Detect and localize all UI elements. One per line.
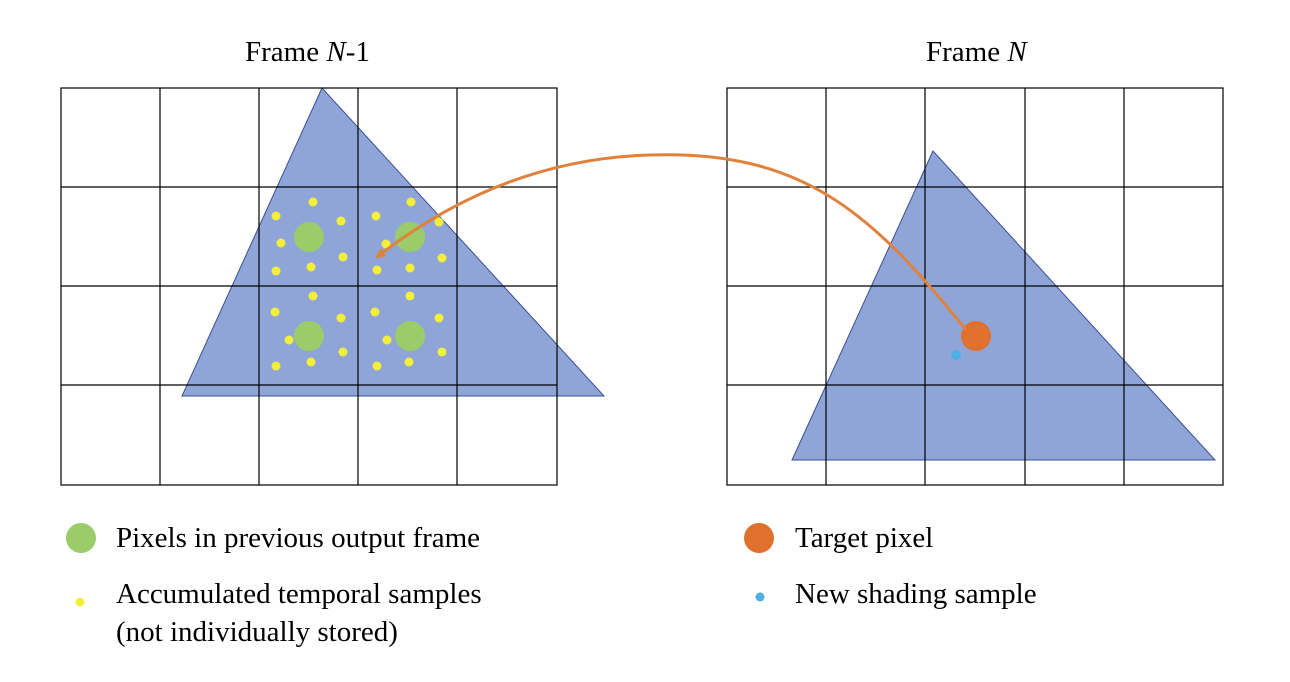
temporal-sample <box>284 335 294 345</box>
temporal-sample <box>271 211 281 221</box>
legend-target-marker <box>744 523 774 553</box>
pixel-grid-previous <box>60 87 558 486</box>
temporal-sample <box>381 239 391 249</box>
temporal-sample <box>406 197 416 207</box>
triangle-previous <box>181 87 606 397</box>
previous-pixel <box>294 321 324 351</box>
legend-samples-label: Accumulated temporal samples (not indivi… <box>116 578 482 648</box>
temporal-sample <box>370 307 380 317</box>
temporal-sample <box>405 263 415 273</box>
temporal-sample <box>372 361 382 371</box>
current-frame-panel <box>726 87 1224 486</box>
legend-sample-marker <box>75 597 85 607</box>
legend-new-sample-marker <box>755 592 765 602</box>
temporal-sample <box>270 307 280 317</box>
previous-pixel <box>294 222 324 252</box>
temporal-sample <box>306 357 316 367</box>
temporal-sample <box>306 262 316 272</box>
temporal-sample <box>308 197 318 207</box>
temporal-sample <box>336 313 346 323</box>
temporal-sample <box>434 217 444 227</box>
legend-pixels-label: Pixels in previous output frame <box>116 522 481 554</box>
pixel-grid-current <box>726 87 1224 486</box>
new-shading-sample <box>951 350 961 360</box>
temporal-sample <box>338 252 348 262</box>
temporal-sample <box>434 313 444 323</box>
legend-pixel-marker <box>66 523 96 553</box>
temporal-sample <box>336 216 346 226</box>
temporal-sample <box>437 253 447 263</box>
frame-previous-title: Frame N-1 <box>245 36 370 68</box>
temporal-sample <box>271 266 281 276</box>
target-pixel <box>961 321 991 351</box>
temporal-sample <box>371 211 381 221</box>
triangle-current <box>791 150 1217 461</box>
previous-pixel <box>395 321 425 351</box>
temporal-sample <box>437 347 447 357</box>
temporal-sample <box>405 291 415 301</box>
legend-new-sample-label: New shading sample <box>795 578 1037 610</box>
legend-target-label: Target pixel <box>795 522 934 554</box>
temporal-sample <box>338 347 348 357</box>
reprojection-arrow <box>375 153 968 331</box>
temporal-sample <box>276 238 286 248</box>
temporal-sample <box>372 265 382 275</box>
temporal-sample <box>308 291 318 301</box>
temporal-sample <box>382 335 392 345</box>
temporal-sample <box>404 357 414 367</box>
previous-frame-panel <box>60 87 606 486</box>
frame-current-title: Frame N <box>926 36 1027 68</box>
temporal-sample <box>271 361 281 371</box>
